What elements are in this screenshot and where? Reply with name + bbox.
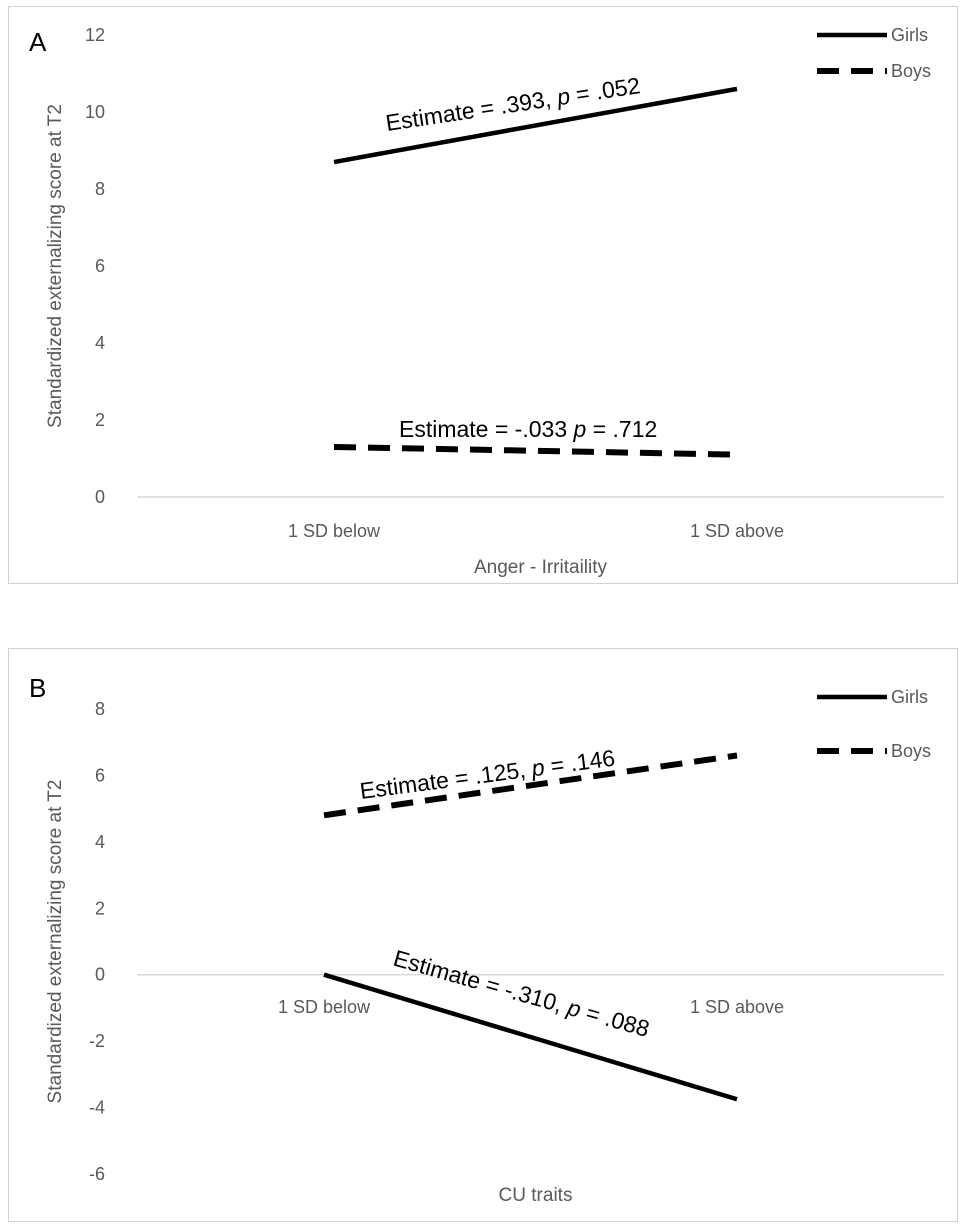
y-tick-label: 0: [95, 965, 105, 985]
y-axis-title: Standardized externalizing score at T2: [45, 104, 66, 428]
legend-label-boys: Boys: [891, 61, 931, 81]
x-tick-label: 1 SD above: [690, 997, 784, 1017]
y-tick-label: 12: [85, 25, 105, 45]
legend-label-girls: Girls: [891, 25, 928, 45]
y-tick-label: 2: [95, 410, 105, 430]
series-line-boys: [334, 447, 737, 455]
y-axis-title: Standardized externalizing score at T2: [45, 780, 66, 1104]
y-tick-label: 4: [95, 333, 105, 353]
y-tick-label: 0: [95, 487, 105, 507]
chart-panel-a: A 0 2 4 6 8 10 12 1 SD below 1 SD above Anger - Ir…: [8, 6, 958, 584]
y-tick-label: 2: [95, 898, 105, 918]
y-tick-label: 6: [95, 256, 105, 276]
y-tick-label: -6: [89, 1164, 105, 1184]
y-tick-label: -4: [89, 1098, 105, 1118]
y-tick-label: 4: [95, 832, 105, 852]
estimate-annotation: Estimate = .125, p = .146: [358, 745, 616, 804]
x-tick-label: 1 SD below: [288, 521, 381, 541]
chart-b-svg: B -6 -4 -2 0 2 4 6 8 1 SD below 1 SD above CU trait…: [9, 649, 959, 1223]
estimate-annotation: Estimate = -.310, p = .088: [391, 945, 653, 1042]
chart-panel-b: B -6 -4 -2 0 2 4 6 8 1 SD below 1 SD above CU trait…: [8, 648, 958, 1222]
y-tick-label: 8: [95, 179, 105, 199]
panel-label: A: [29, 27, 47, 57]
chart-a-svg: A 0 2 4 6 8 10 12 1 SD below 1 SD above Anger - Ir…: [9, 7, 959, 585]
estimate-annotation: Estimate = .393, p = .052: [384, 72, 642, 136]
estimate-annotation: Estimate = -.033 p = .712: [399, 416, 657, 442]
panel-label: B: [29, 673, 46, 703]
legend-label-girls: Girls: [891, 687, 928, 707]
x-axis-title: CU traits: [499, 1185, 573, 1206]
x-tick-label: 1 SD above: [690, 521, 784, 541]
legend-label-boys: Boys: [891, 741, 931, 761]
x-tick-label: 1 SD below: [278, 997, 371, 1017]
x-axis-title: Anger - Irritaility: [474, 557, 608, 578]
y-tick-label: 6: [95, 765, 105, 785]
y-tick-label: 8: [95, 699, 105, 719]
y-tick-label: 10: [85, 102, 105, 122]
y-tick-label: -2: [89, 1031, 105, 1051]
